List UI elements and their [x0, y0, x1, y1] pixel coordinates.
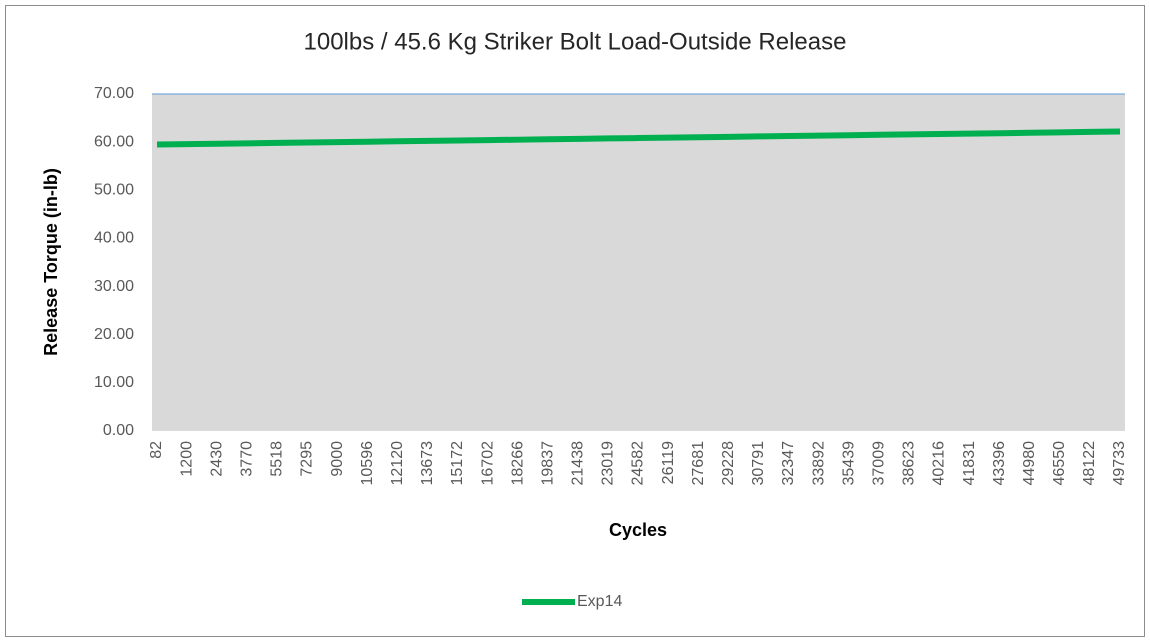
x-tick-label: 38623 — [901, 441, 918, 486]
chart-title: 100lbs / 45.6 Kg Striker Bolt Load-Outsi… — [304, 28, 847, 55]
x-tick-label: 24582 — [630, 441, 647, 486]
y-tick-label: 40.00 — [94, 230, 134, 247]
x-tick-label: 40216 — [931, 441, 948, 486]
x-tick-label: 15172 — [449, 441, 466, 486]
y-tick-label: 50.00 — [94, 182, 134, 199]
x-tick-label: 5518 — [269, 441, 286, 477]
x-tick-label: 1200 — [178, 441, 195, 477]
x-tick-label: 43396 — [991, 441, 1008, 486]
x-axis-title: Cycles — [609, 520, 667, 540]
x-tick-label: 44980 — [1021, 441, 1038, 486]
y-tick-label: 70.00 — [94, 85, 134, 102]
y-tick-label: 20.00 — [94, 326, 134, 343]
x-tick-label: 33892 — [810, 441, 827, 486]
x-tick-label: 7295 — [299, 441, 316, 477]
x-tick-label: 30791 — [750, 441, 767, 486]
x-tick-label: 48122 — [1081, 441, 1098, 486]
y-axis-title: Release Torque (in-lb) — [41, 168, 61, 356]
x-tick-label: 41831 — [961, 441, 978, 486]
y-tick-label: 0.00 — [103, 422, 134, 439]
x-tick-label: 19837 — [539, 441, 556, 486]
x-tick-label: 49733 — [1111, 441, 1128, 486]
x-tick-label: 27681 — [690, 441, 707, 486]
x-tick-label: 12120 — [389, 441, 406, 486]
x-tick-label: 26119 — [660, 441, 677, 484]
y-tick-label: 60.00 — [94, 133, 134, 150]
x-tick-label: 35439 — [840, 441, 857, 486]
y-tick-label: 30.00 — [94, 278, 134, 295]
x-tick-label: 9000 — [329, 441, 346, 477]
plot-area — [152, 94, 1125, 431]
x-tick-label: 2430 — [208, 441, 225, 477]
x-tick-label: 18266 — [509, 441, 526, 486]
x-tick-label: 3770 — [239, 441, 256, 477]
x-tick-label: 13673 — [419, 441, 436, 486]
x-tick-label: 82 — [148, 441, 165, 459]
x-tick-label: 46550 — [1051, 441, 1068, 486]
x-tick-label: 37009 — [870, 441, 887, 486]
y-tick-label: 10.00 — [94, 374, 134, 391]
x-tick-label: 10596 — [359, 441, 376, 486]
legend-label: Exp14 — [577, 593, 622, 610]
x-tick-label: 23019 — [600, 441, 617, 486]
x-tick-label: 29228 — [720, 441, 737, 486]
line-series — [156, 128, 1121, 148]
x-tick-label: 16702 — [479, 441, 496, 486]
x-tick-label: 32347 — [780, 441, 797, 486]
x-tick-label: 21438 — [570, 441, 587, 486]
